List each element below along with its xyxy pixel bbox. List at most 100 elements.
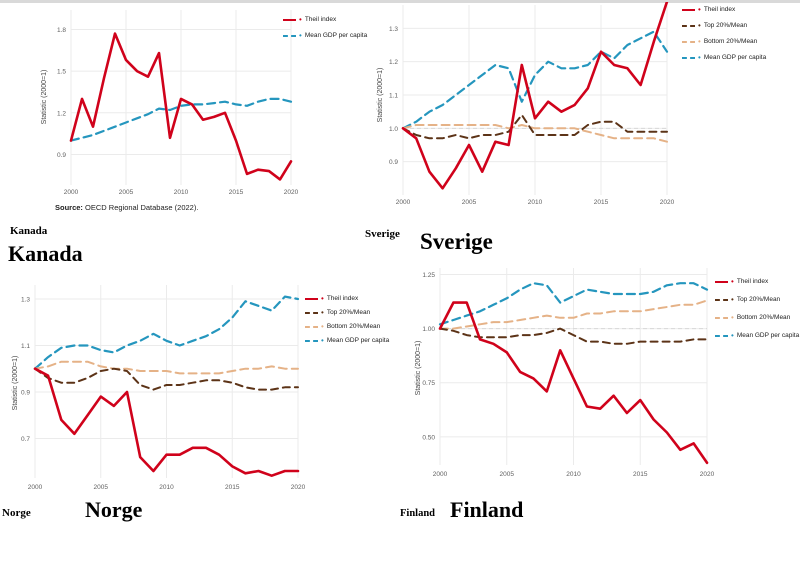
legend-bullet-icon: • [299,31,302,40]
page-title-kanada: Kanada [8,241,83,266]
chart-kanada-canvas: 2000 2005 2010 2015 2020 0.9 1.2 1.5 1.8 Statisti… [41,10,299,196]
x-tick-label: 2000 [28,484,43,491]
x-tick-label: 2005 [94,484,109,491]
legend-label: Top 20%/Mean [703,21,748,29]
x-tick-label: 2015 [633,471,648,478]
legend-line-swatch [715,335,728,337]
series-line-top20 [34,367,299,391]
legend-label: Top 20%/Mean [326,308,371,316]
legend-item-gdp: • Mean GDP per capita [305,337,389,345]
y-tick-label: 1.25 [422,272,435,279]
series-line-theil [69,32,293,181]
x-tick-label: 2010 [566,471,581,478]
legend-line-swatch [305,298,318,300]
legend-label: Bottom 20%/Mean [703,37,758,45]
legend-label: Top 20%/Mean [736,295,781,303]
legend-item-gdp: • Mean GDP per capita [682,54,766,62]
chart-sverige-canvas: 2000 2005 2010 2015 2020 0.9 1.0 1.1 1.2 1.3 Stati… [377,2,675,206]
legend-item-bottom20: • Bottom 20%/Mean [682,38,766,46]
legend-item-theil: • Theil index [682,6,766,14]
legend-bullet-icon: • [731,331,734,340]
legend-label: Mean GDP per capita [326,336,390,344]
legend-item-gdp: • Mean GDP per capita [283,32,367,40]
series-line-theil [401,2,669,190]
legend-item-bottom20: • Bottom 20%/Mean [715,314,799,322]
y-tick-label: 0.75 [422,380,435,387]
series-line-gdp [69,97,293,142]
y-tick-label: 1.00 [422,326,435,333]
legend-bullet-icon: • [698,5,701,14]
y-tick-label: 1.0 [389,126,398,133]
legend-bullet-icon: • [731,295,734,304]
legend-bullet-icon: • [698,21,701,30]
legend-item-gdp: • Mean GDP per capita [715,332,799,340]
legend-bullet-icon: • [299,15,302,24]
y-tick-label: 1.3 [21,296,30,303]
chart-norge: 2000 2005 2010 2015 2020 0.7 0.9 1.1 1.3 Statisti… [0,278,400,503]
y-tick-label: 1.5 [57,69,66,76]
legend-line-swatch [305,340,318,342]
legend-line-swatch [305,326,318,328]
chart-finland: 2000 2005 2010 2015 2020 0.50 0.75 1.00 1.25 Stat… [400,265,800,480]
legend-item-theil: • Theil index [715,278,799,286]
y-axis-label: Statistic (2000=1) [415,341,422,396]
legend-label: Theil index [703,5,736,13]
x-tick-label: 2015 [229,189,244,196]
x-tick-label: 2005 [119,189,134,196]
legend-line-swatch [715,317,728,319]
x-tick-label: 2020 [660,199,675,206]
legend-bullet-icon: • [321,336,324,345]
x-tick-label: 2020 [291,484,306,491]
legend-item-top20: • Top 20%/Mean [682,22,766,30]
chart-norge-canvas: 2000 2005 2010 2015 2020 0.7 0.9 1.1 1.3 Statisti… [12,285,306,491]
legend-line-swatch [305,312,318,314]
y-axis-label: Statistic (2000=1) [12,356,19,411]
series-line-bottom20 [402,124,668,143]
legend-line-swatch [682,9,695,11]
y-tick-label: 1.1 [21,343,30,350]
chart-sverige: 2000 2005 2010 2015 2020 0.9 1.0 1.1 1.2 1.3 Stati… [360,0,800,215]
legend-line-swatch [715,299,728,301]
legend-bullet-icon: • [731,313,734,322]
y-tick-label: 1.3 [389,26,398,33]
y-tick-label: 1.2 [389,59,398,66]
y-tick-label: 0.50 [422,434,435,441]
chart-kanada: 2000 2005 2010 2015 2020 0.9 1.2 1.5 1.8 Statisti… [0,0,400,222]
series-line-top20 [439,327,708,345]
legend-bullet-icon: • [698,37,701,46]
y-axis-label: Statistic (2000=1) [377,68,384,123]
page-title-finland: Finland [450,497,524,522]
legend-line-swatch [283,35,296,37]
y-tick-label: 1.8 [57,27,66,34]
chart-norge-legend: • Theil index • Top 20%/Mean • Bottom 20%/Mea… [305,295,389,351]
series-line-gdp [401,30,669,130]
series-line-bottom20 [34,360,299,375]
caption-sverige-small: Sverige [365,228,400,240]
chart-sverige-legend: • Theil index • Top 20%/Mean • Bottom 20%/Mea… [682,6,766,70]
legend-label: Bottom 20%/Mean [326,322,381,330]
y-tick-label: 1.2 [57,110,66,117]
legend-line-swatch [682,57,695,59]
x-tick-label: 2005 [500,471,515,478]
source-note: Source: OECD Regional Database (2022). [55,203,198,212]
legend-label: Mean GDP per capita [703,53,767,61]
legend-bullet-icon: • [731,277,734,286]
series-line-bottom20 [439,299,708,330]
x-tick-label: 2000 [433,471,448,478]
series-line-gdp [438,282,709,326]
legend-item-theil: • Theil index [283,16,367,24]
series-line-theil [33,367,300,477]
legend-item-top20: • Top 20%/Mean [715,296,799,304]
series-line-theil [438,301,709,465]
x-tick-label: 2010 [528,199,543,206]
caption-kanada-small: Kanada [10,225,48,237]
y-tick-label: 1.1 [389,93,398,100]
legend-bullet-icon: • [321,294,324,303]
top-border [0,0,800,3]
y-tick-label: 0.7 [21,436,30,443]
chart-kanada-legend: • Theil index • Mean GDP per capita [283,16,367,48]
page-title-sverige: Sverige [420,229,493,254]
series-line-gdp [33,295,300,370]
y-tick-label: 0.9 [389,159,398,166]
